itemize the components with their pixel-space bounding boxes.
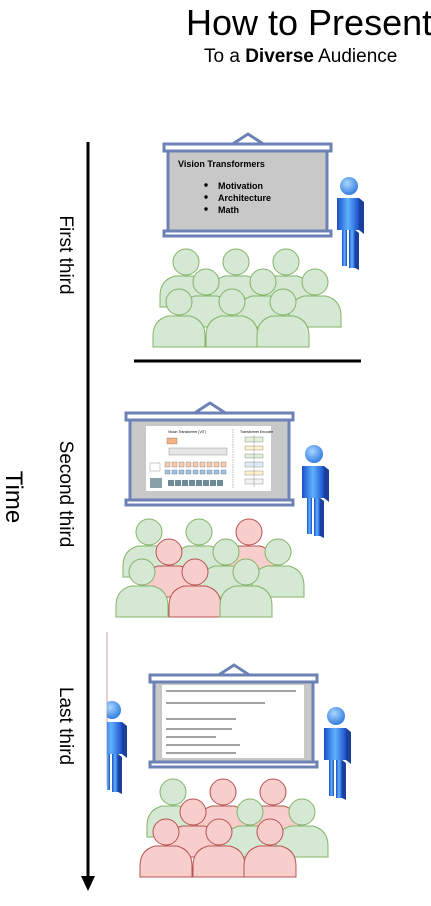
subtitle-emphasis: Diverse bbox=[245, 46, 314, 67]
slide-3-equations bbox=[162, 685, 304, 758]
slide-title: Vision Transformers bbox=[178, 159, 265, 169]
scene-second-third: Vision Transformer (ViT) Transformer Enc… bbox=[115, 401, 329, 618]
audience-group-2 bbox=[115, 518, 305, 618]
page-subtitle: To a Diverse Audience bbox=[204, 46, 398, 67]
scene-first-third: Vision Transformers Motivation Architect… bbox=[152, 132, 364, 348]
slide-1-content: Vision Transformers Motivation Architect… bbox=[178, 159, 271, 215]
phase-label-second: Second third bbox=[55, 441, 76, 548]
presenter-figure-left bbox=[107, 701, 127, 794]
bullet-dot bbox=[204, 207, 208, 211]
slide-bullet-2: Architecture bbox=[218, 193, 271, 203]
audience-group-1 bbox=[152, 248, 342, 348]
slide-2-left-title: Vision Transformer (ViT) bbox=[168, 430, 206, 434]
bullet-dot bbox=[204, 183, 208, 187]
presenter-figure bbox=[337, 177, 364, 270]
time-axis-label: Time bbox=[0, 471, 27, 523]
time-axis-arrowhead bbox=[81, 876, 95, 891]
scene-last-third bbox=[107, 663, 351, 878]
slide-2-architecture-figure: Vision Transformer (ViT) Transformer Enc… bbox=[146, 426, 274, 491]
phase-label-last: Last third bbox=[55, 687, 76, 765]
phase-label-first: First third bbox=[55, 215, 76, 294]
audience-group-3 bbox=[139, 778, 329, 878]
slide-bullet-3: Math bbox=[218, 205, 239, 215]
bullet-dot bbox=[204, 195, 208, 199]
presenter-figure bbox=[302, 445, 329, 538]
page-title: How to Present bbox=[186, 2, 431, 43]
projector-screen-1 bbox=[162, 132, 333, 238]
presenter-figure bbox=[324, 707, 351, 800]
slide-bullet-1: Motivation bbox=[218, 181, 263, 191]
slide-2-right-title: Transformer Encoder bbox=[240, 430, 274, 434]
